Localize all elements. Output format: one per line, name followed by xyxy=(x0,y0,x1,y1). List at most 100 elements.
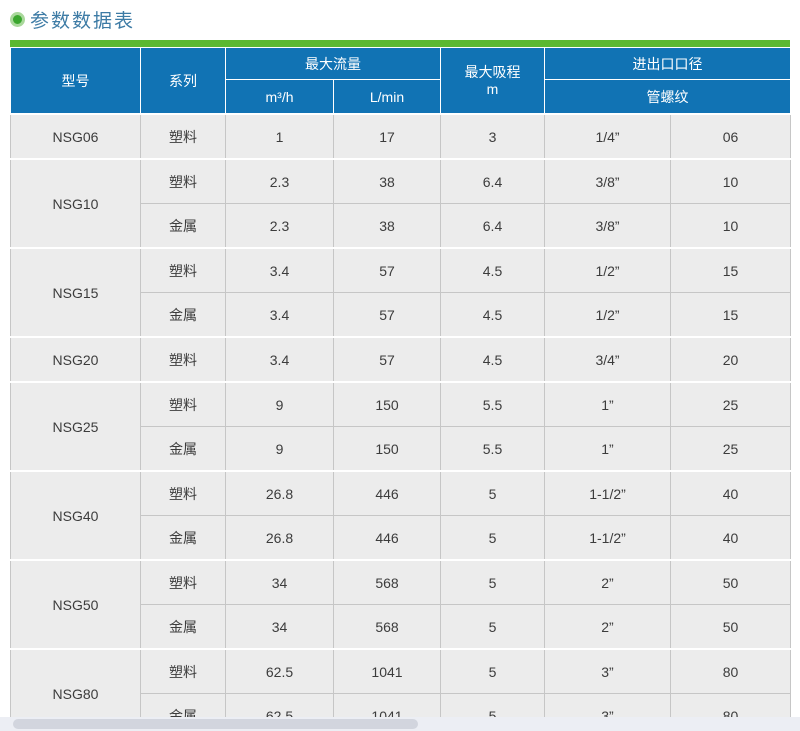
cell-suction: 6.4 xyxy=(440,203,545,249)
cell-flow-m3h: 3.4 xyxy=(225,247,334,293)
cell-flow-m3h: 9 xyxy=(225,381,334,427)
cell-flow-m3h: 9 xyxy=(225,426,334,472)
cell-flow-m3h: 34 xyxy=(225,604,334,650)
cell-flow-lmin: 150 xyxy=(333,426,441,472)
cell-suction: 4.5 xyxy=(440,336,545,383)
cell-flow-lmin: 446 xyxy=(333,470,441,516)
table-row: NSG50 塑料 34 568 5 2” 50 xyxy=(10,559,791,650)
cell-flow-m3h: 1 xyxy=(225,113,334,160)
cell-suction: 5.5 xyxy=(440,381,545,427)
cell-suction: 5 xyxy=(440,559,545,605)
header-port-diameter: 进出口口径 xyxy=(544,47,791,80)
header-max-flow: 最大流量 xyxy=(225,47,441,80)
cell-series: 塑料 xyxy=(140,336,226,383)
cell-flow-m3h: 62.5 xyxy=(225,648,334,694)
cell-thread: 2” xyxy=(544,604,671,650)
cell-suction: 6.4 xyxy=(440,158,545,204)
cell-thread: 3/8” xyxy=(544,158,671,204)
parameters-table: 型号 系列 最大流量 最大吸程 m 进出口口径 m³/h L/min 管螺纹 N… xyxy=(10,47,791,731)
cell-series: 金属 xyxy=(140,292,226,338)
horizontal-scrollbar-track[interactable] xyxy=(0,717,800,731)
cell-size: 10 xyxy=(670,158,791,204)
table-header: 型号 系列 最大流量 最大吸程 m 进出口口径 m³/h L/min 管螺纹 xyxy=(10,47,791,115)
cell-flow-m3h: 2.3 xyxy=(225,203,334,249)
cell-thread: 1” xyxy=(544,426,671,472)
cell-flow-m3h: 3.4 xyxy=(225,336,334,383)
cell-series: 塑料 xyxy=(140,158,226,204)
cell-thread: 3” xyxy=(544,648,671,694)
header-max-suction: 最大吸程 m xyxy=(440,47,545,115)
table-row: NSG06 塑料 1 17 3 1/4” 06 xyxy=(10,113,791,160)
table-row: 金属 3.4 57 4.5 1/2” 15 xyxy=(11,292,791,338)
cell-size: 40 xyxy=(670,515,791,561)
green-bullet-icon xyxy=(10,11,25,27)
cell-thread: 2” xyxy=(544,559,671,605)
cell-series: 塑料 xyxy=(140,381,226,427)
cell-model: NSG25 xyxy=(10,381,141,472)
table-body: NSG06 塑料 1 17 3 1/4” 06 NSG10 塑料 2.3 38 6.4 3/8” 10 金属… xyxy=(10,113,791,731)
header-unit-lmin: L/min xyxy=(333,79,441,115)
table-row: NSG80 塑料 62.5 1041 5 3” 80 xyxy=(10,648,791,731)
cell-thread: 3/8” xyxy=(544,203,671,249)
cell-flow-m3h: 34 xyxy=(225,559,334,605)
horizontal-scrollbar-thumb[interactable] xyxy=(13,719,418,729)
cell-thread: 1/2” xyxy=(544,247,671,293)
header-model: 型号 xyxy=(10,47,141,115)
cell-model: NSG10 xyxy=(10,158,141,249)
parameters-table-wrap: 型号 系列 最大流量 最大吸程 m 进出口口径 m³/h L/min 管螺纹 N… xyxy=(10,40,791,731)
cell-flow-lmin: 38 xyxy=(333,203,441,249)
cell-suction: 5 xyxy=(440,604,545,650)
header-suction-unit: m xyxy=(486,80,499,97)
table-row: 金属 9 150 5.5 1” 25 xyxy=(11,426,791,472)
header-unit-m3h: m³/h xyxy=(225,79,334,115)
cell-model: NSG15 xyxy=(10,247,141,338)
cell-flow-lmin: 446 xyxy=(333,515,441,561)
cell-series: 金属 xyxy=(140,604,226,650)
cell-suction: 4.5 xyxy=(440,292,545,338)
cell-flow-lmin: 568 xyxy=(333,559,441,605)
cell-suction: 3 xyxy=(440,113,545,160)
cell-flow-lmin: 57 xyxy=(333,292,441,338)
cell-suction: 5.5 xyxy=(440,426,545,472)
cell-size: 50 xyxy=(670,604,791,650)
cell-size: 15 xyxy=(670,247,791,293)
cell-size: 25 xyxy=(670,381,791,427)
cell-flow-m3h: 26.8 xyxy=(225,470,334,516)
cell-flow-lmin: 38 xyxy=(333,158,441,204)
cell-flow-lmin: 1041 xyxy=(333,648,441,694)
cell-model: NSG06 xyxy=(10,113,141,160)
cell-flow-lmin: 150 xyxy=(333,381,441,427)
cell-suction: 4.5 xyxy=(440,247,545,293)
header-max-suction-label: 最大吸程 xyxy=(464,63,521,80)
cell-flow-lmin: 57 xyxy=(333,336,441,383)
cell-series: 塑料 xyxy=(140,247,226,293)
table-row: NSG10 塑料 2.3 38 6.4 3/8” 10 xyxy=(10,158,791,249)
cell-flow-lmin: 57 xyxy=(333,247,441,293)
cell-series: 金属 xyxy=(140,426,226,472)
cell-thread: 3/4” xyxy=(544,336,671,383)
cell-flow-m3h: 26.8 xyxy=(225,515,334,561)
header-series: 系列 xyxy=(140,47,226,115)
section-title: 参数数据表 xyxy=(0,0,800,32)
cell-thread: 1-1/2” xyxy=(544,515,671,561)
cell-size: 25 xyxy=(670,426,791,472)
cell-series: 塑料 xyxy=(140,559,226,605)
table-row: NSG25 塑料 9 150 5.5 1” 25 xyxy=(10,381,791,472)
cell-size: 80 xyxy=(670,648,791,694)
cell-series: 塑料 xyxy=(140,648,226,694)
table-row: NSG20 塑料 3.4 57 4.5 3/4” 20 xyxy=(10,336,791,383)
cell-size: 15 xyxy=(670,292,791,338)
table-row: NSG15 塑料 3.4 57 4.5 1/2” 15 xyxy=(10,247,791,338)
cell-size: 10 xyxy=(670,203,791,249)
cell-flow-m3h: 2.3 xyxy=(225,158,334,204)
cell-series: 金属 xyxy=(140,515,226,561)
cell-model: NSG20 xyxy=(10,336,141,383)
cell-flow-lmin: 568 xyxy=(333,604,441,650)
cell-series: 塑料 xyxy=(140,113,226,160)
cell-model: NSG40 xyxy=(10,470,141,561)
cell-size: 20 xyxy=(670,336,791,383)
cell-series: 塑料 xyxy=(140,470,226,516)
table-row: 金属 34 568 5 2” 50 xyxy=(11,604,791,650)
cell-flow-m3h: 3.4 xyxy=(225,292,334,338)
